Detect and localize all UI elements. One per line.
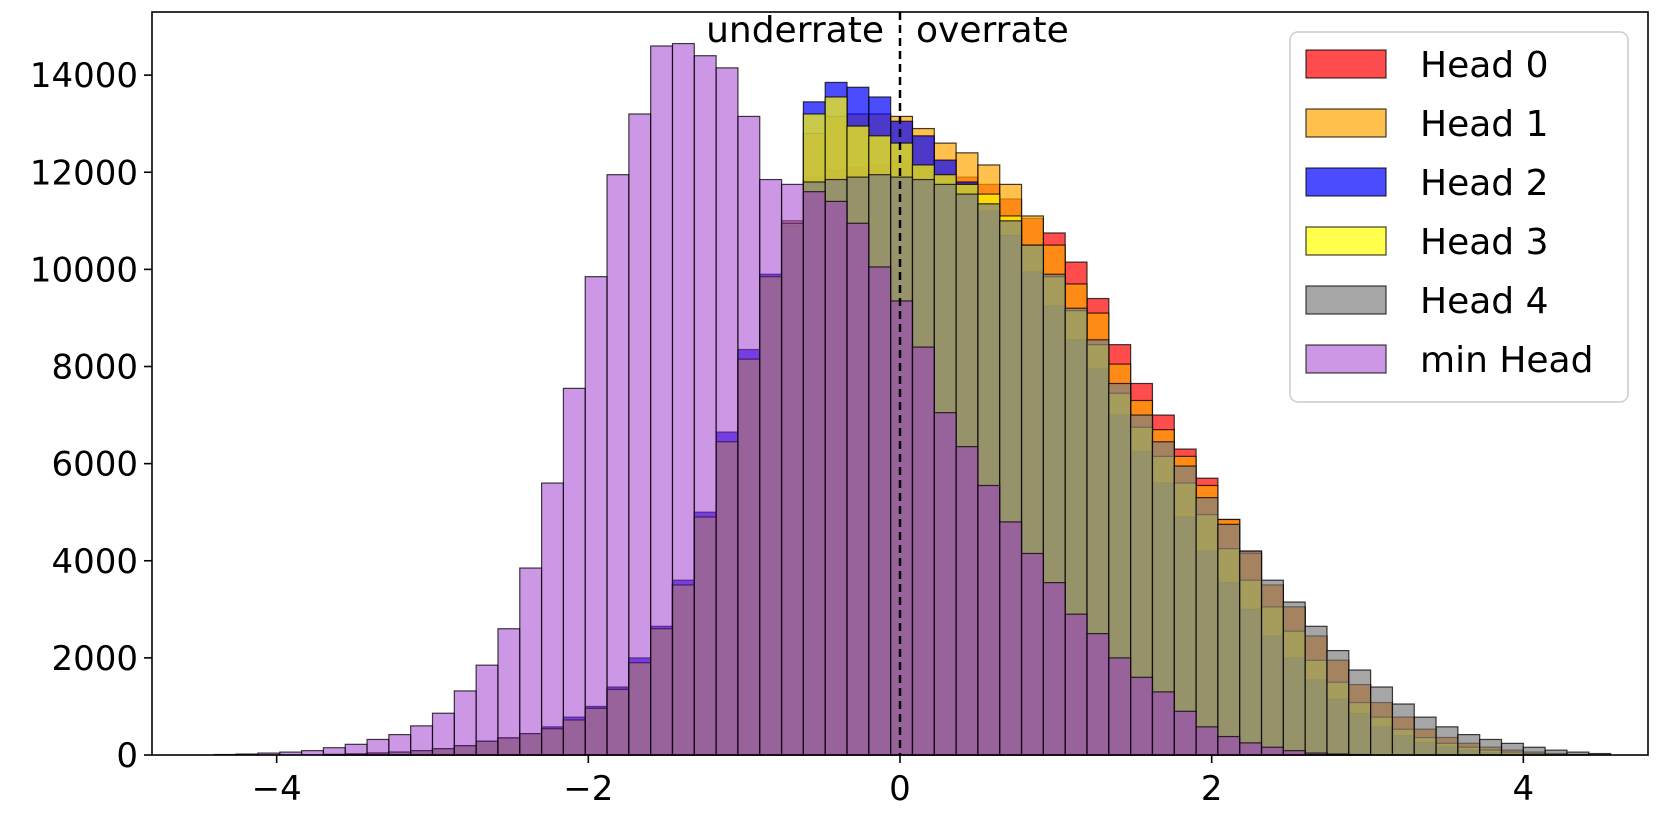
bar bbox=[410, 725, 434, 756]
y-tick-label: 2000 bbox=[51, 639, 138, 679]
bar bbox=[911, 346, 935, 756]
legend-swatch bbox=[1305, 108, 1387, 138]
bar bbox=[388, 733, 412, 756]
y-tick-label: 10000 bbox=[30, 250, 138, 290]
bar bbox=[322, 747, 346, 756]
bar bbox=[890, 300, 914, 756]
x-tick-label: 2 bbox=[1201, 769, 1223, 809]
bar bbox=[584, 276, 608, 756]
legend-label: Head 1 bbox=[1420, 104, 1548, 145]
bar bbox=[1086, 632, 1110, 756]
bar bbox=[977, 484, 1001, 756]
bar bbox=[780, 183, 804, 756]
bar bbox=[1173, 710, 1197, 756]
y-tick-label: 6000 bbox=[51, 445, 138, 485]
bar bbox=[1108, 657, 1132, 756]
x-tick-label: 0 bbox=[889, 769, 911, 809]
x-tick-label: 4 bbox=[1513, 769, 1535, 809]
bar bbox=[1326, 649, 1350, 756]
legend-swatch bbox=[1305, 226, 1387, 256]
y-tick-label: 8000 bbox=[51, 348, 138, 388]
bar bbox=[453, 690, 477, 756]
y-tick-label: 4000 bbox=[51, 542, 138, 582]
bar bbox=[1479, 738, 1503, 756]
bar bbox=[759, 178, 783, 756]
x-tick-label: −4 bbox=[252, 769, 302, 809]
bar bbox=[1500, 742, 1524, 756]
bar bbox=[366, 738, 390, 756]
bar bbox=[737, 115, 761, 756]
series-min-head bbox=[213, 42, 1372, 756]
bar bbox=[1239, 550, 1263, 756]
bar bbox=[431, 712, 455, 756]
legend-label: min Head bbox=[1420, 340, 1593, 381]
bar bbox=[1020, 552, 1044, 756]
bar bbox=[1260, 746, 1284, 756]
bar bbox=[1260, 579, 1284, 756]
bar bbox=[846, 222, 870, 756]
bar bbox=[1304, 625, 1328, 756]
bar bbox=[475, 664, 499, 756]
legend-label: Head 0 bbox=[1420, 45, 1548, 86]
legend-label: Head 3 bbox=[1420, 222, 1548, 263]
y-tick-label: 12000 bbox=[30, 153, 138, 193]
y-tick-label: 0 bbox=[116, 736, 138, 776]
legend-label: Head 4 bbox=[1420, 281, 1548, 322]
bar bbox=[1217, 523, 1241, 756]
axes-group: 0 2000 4000 6000 8000 10000 12000 14000 −4 −2 0 2 4 bbox=[30, 11, 1649, 809]
legend-swatch bbox=[1305, 167, 1387, 197]
bar bbox=[1217, 735, 1241, 756]
bar bbox=[1130, 676, 1154, 756]
bar bbox=[562, 387, 586, 756]
bar bbox=[1522, 746, 1546, 756]
annotation-overrate: overrate bbox=[916, 10, 1069, 51]
bar bbox=[519, 567, 543, 756]
annotations-group: underrate overrate bbox=[706, 10, 1069, 51]
annotation-underrate: underrate bbox=[706, 10, 884, 51]
bar bbox=[868, 266, 892, 756]
bar bbox=[1239, 742, 1263, 756]
histogram-bars bbox=[213, 42, 1612, 756]
bar bbox=[1195, 726, 1219, 756]
bar bbox=[1391, 703, 1415, 756]
bar bbox=[1348, 669, 1372, 756]
bar bbox=[1195, 497, 1219, 756]
bar bbox=[693, 55, 717, 756]
bar bbox=[824, 200, 848, 756]
bar bbox=[1413, 716, 1437, 756]
bar bbox=[1457, 733, 1481, 756]
legend-swatch bbox=[1305, 49, 1387, 79]
bar bbox=[606, 174, 630, 756]
legend-swatch bbox=[1305, 285, 1387, 315]
bar bbox=[802, 191, 826, 756]
bar bbox=[344, 743, 368, 756]
bar bbox=[1282, 601, 1306, 756]
y-tick-label: 14000 bbox=[30, 56, 138, 96]
bar bbox=[933, 412, 957, 756]
bar bbox=[671, 42, 695, 756]
bar bbox=[999, 521, 1023, 756]
bar bbox=[955, 446, 979, 756]
bar bbox=[540, 482, 565, 756]
legend-label: Head 2 bbox=[1420, 163, 1548, 204]
bar bbox=[1370, 686, 1394, 756]
bar bbox=[715, 67, 739, 756]
legend-swatch bbox=[1305, 344, 1387, 374]
bar bbox=[1042, 581, 1066, 756]
bar bbox=[650, 45, 674, 756]
bar bbox=[628, 113, 652, 756]
bar bbox=[497, 628, 521, 756]
x-tick-label: −2 bbox=[563, 769, 613, 809]
bar bbox=[1151, 691, 1175, 756]
bar bbox=[1435, 726, 1459, 756]
bar bbox=[1064, 613, 1088, 756]
legend: Head 0 Head 1 Head 2 Head 3 Head 4 min Head bbox=[1289, 31, 1629, 403]
